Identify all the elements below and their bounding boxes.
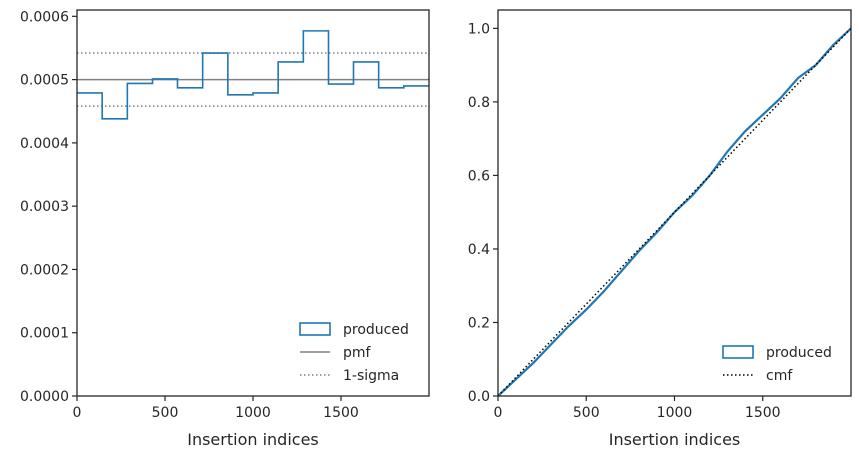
produced-line bbox=[498, 27, 851, 396]
y-tick-label: 0.0005 bbox=[20, 73, 69, 89]
y-tick-label: 0.0004 bbox=[20, 136, 69, 152]
y-tick-label: 0.6 bbox=[468, 168, 490, 184]
y-tick-label: 0.0003 bbox=[20, 199, 69, 215]
legend-label: 1-sigma bbox=[343, 368, 399, 384]
y-tick-label: 0.4 bbox=[468, 242, 490, 258]
legend-label: pmf bbox=[343, 345, 372, 361]
y-tick-label: 0.0 bbox=[468, 389, 490, 405]
x-tick-label: 1000 bbox=[235, 405, 271, 421]
legend-handle-patch bbox=[299, 322, 331, 336]
legend-handle-patch bbox=[722, 345, 754, 359]
plot-frame bbox=[76, 9, 430, 397]
x-tick-label: 1000 bbox=[657, 405, 693, 421]
x-axis-label: Insertion indices bbox=[609, 430, 741, 449]
cmf-line bbox=[498, 27, 851, 396]
y-tick-label: 0.0000 bbox=[20, 389, 69, 405]
y-tick-label: 0.0001 bbox=[20, 326, 69, 342]
y-tick-label: 0.0006 bbox=[20, 9, 69, 25]
plot-frame bbox=[497, 9, 852, 397]
y-tick-label: 1.0 bbox=[468, 21, 490, 37]
left-chart-pmf-histogram: 0 500 1000 1500 0.0000 0.0001 0.0002 0.0003 0.00… bbox=[20, 9, 430, 449]
legend-label: produced bbox=[766, 345, 832, 361]
y-tick-label: 0.2 bbox=[468, 315, 490, 331]
x-tick-label: 1500 bbox=[323, 405, 359, 421]
legend-label: produced bbox=[343, 322, 409, 338]
x-tick-label: 0 bbox=[494, 405, 503, 421]
legend-label: cmf bbox=[766, 368, 793, 384]
x-tick-label: 500 bbox=[573, 405, 600, 421]
y-tick-label: 0.8 bbox=[468, 95, 490, 111]
right-chart-cmf: 0 500 1000 1500 0.0 0.2 0.4 0.6 0.8 1.0 Insertion … bbox=[468, 9, 852, 449]
x-tick-label: 1500 bbox=[745, 405, 781, 421]
produced-step-line bbox=[77, 30, 429, 120]
x-tick-label: 500 bbox=[152, 405, 179, 421]
x-axis-label: Insertion indices bbox=[187, 430, 319, 449]
y-tick-label: 0.0002 bbox=[20, 262, 69, 278]
x-tick-label: 0 bbox=[73, 405, 82, 421]
